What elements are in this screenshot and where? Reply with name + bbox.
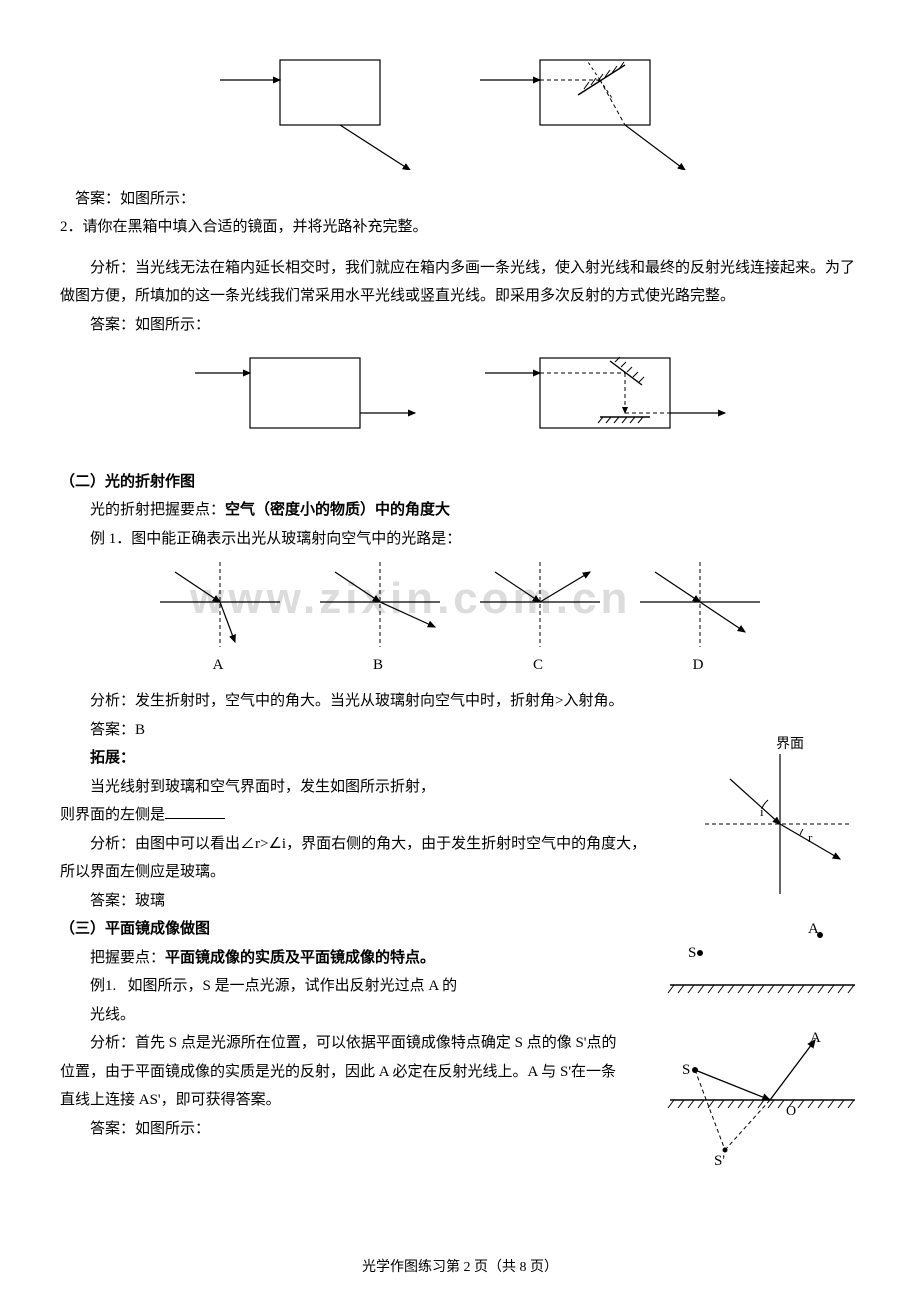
answer-1-text: 答案：如图所示： — [75, 191, 195, 207]
svg-text:S: S — [688, 945, 696, 961]
section-2-point: 光的折射把握要点：空气（密度小的物质）中的角度大 — [60, 496, 860, 525]
svg-text:界面: 界面 — [776, 737, 804, 752]
blank-field — [165, 803, 225, 819]
expand-analysis: 分析：由图中可以看出∠r>∠i，界面右侧的角大，由于发生折射时空气中的角度大，所… — [60, 830, 650, 887]
svg-text:A: A — [808, 921, 819, 937]
example-3-1: 例1. 如图所示，S 是一点光源，试作出反射光过点 A 的 — [60, 972, 620, 1001]
svg-text:D: D — [693, 657, 704, 673]
svg-text:O: O — [786, 1104, 796, 1119]
analysis-2: 分析：当光线无法在箱内延长相交时，我们就应在箱内多画一条光线，使入射光线和最终的… — [60, 254, 860, 311]
example-3-1b: 光线。 — [60, 1001, 620, 1030]
expand-line-2: 则界面的左侧是 — [60, 801, 650, 830]
svg-text:C: C — [533, 657, 543, 673]
section-2-title: （二）光的折射作图 — [60, 468, 860, 497]
diagram-mirror-2: S A O S' — [660, 1020, 860, 1181]
section-3-point-prefix: 把握要点： — [90, 950, 165, 966]
question-2: 2．请你在黑箱中填入合适的镜面，并将光路补充完整。 — [60, 213, 860, 242]
page: 答案：如图所示： 2．请你在黑箱中填入合适的镜面，并将光路补充完整。 分析：当光… — [0, 0, 920, 1300]
page-footer: 光学作图练习第 2 页（共 8 页） — [60, 1255, 860, 1282]
svg-text:A: A — [213, 657, 224, 673]
diagram-row-2 — [60, 343, 860, 464]
section-2-point-bold: 空气（密度小的物质）中的角度大 — [225, 502, 450, 518]
abcd-analysis: 分析：发生折射时，空气中的角大。当光从玻璃射向空气中时，折射角>入射角。 — [60, 687, 860, 716]
expand-line-1: 当光线射到玻璃和空气界面时，发生如图所示折射， — [60, 773, 650, 802]
section-2-point-prefix: 光的折射把握要点： — [90, 502, 225, 518]
expand-line-2-prefix: 则界面的左侧是 — [60, 807, 165, 823]
answer-1: 答案：如图所示： — [60, 185, 860, 214]
diagram-interface: 界面 i r — [690, 734, 860, 915]
answer-2: 答案：如图所示： — [60, 311, 860, 340]
svg-text:B: B — [373, 657, 383, 673]
example-1: 例 1．图中能正确表示出光从玻璃射向空气中的光路是： — [60, 525, 860, 554]
diagram-abcd: A B C — [60, 557, 860, 688]
svg-text:r: r — [808, 830, 813, 845]
svg-text:i: i — [760, 804, 764, 819]
section-3-point-bold: 平面镜成像的实质及平面镜成像的特点。 — [165, 950, 435, 966]
svg-text:S': S' — [714, 1153, 725, 1169]
ex31-label: 例1. — [90, 978, 116, 994]
svg-text:S: S — [682, 1062, 690, 1078]
ex31-text: 如图所示，S 是一点光源，试作出反射光过点 A 的 — [128, 978, 458, 994]
section-3-point: 把握要点：平面镜成像的实质及平面镜成像的特点。 — [60, 944, 620, 973]
diagram-mirror-1: S A — [660, 915, 860, 1021]
ex31-analysis: 分析：首先 S 点是光源所在位置，可以依据平面镜成像特点确定 S 点的像 S'点… — [60, 1029, 620, 1115]
diagram-top — [60, 40, 860, 181]
